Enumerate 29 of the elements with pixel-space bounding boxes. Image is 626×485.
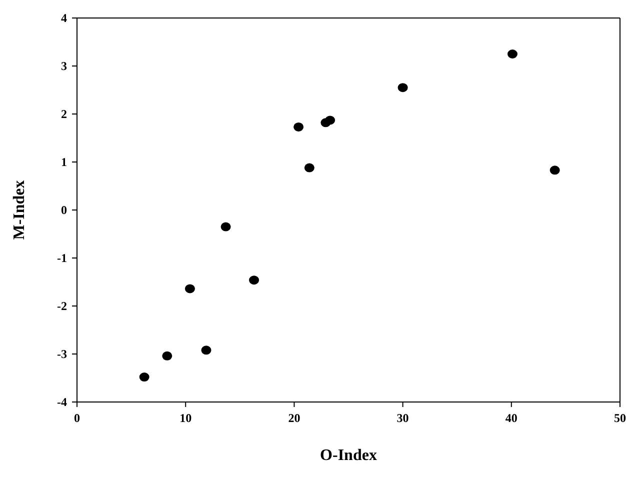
point: [139, 372, 150, 382]
x-tick-label: 40: [505, 411, 518, 425]
point: [294, 122, 304, 132]
point: [249, 276, 260, 285]
x-tick-label: 50: [614, 411, 626, 425]
y-axis-title: M-Index: [11, 180, 28, 240]
x-tick-label: 0: [74, 411, 80, 425]
y-tick-label: 1: [61, 155, 67, 170]
point: [398, 83, 408, 92]
point: [184, 284, 195, 294]
y-tick-label: -4: [57, 395, 67, 410]
y-tick-label: 0: [61, 203, 67, 218]
point: [162, 351, 172, 360]
y-tick-label: 3: [61, 59, 67, 74]
x-tick-label: 10: [180, 411, 192, 425]
y-tick-label: -3: [57, 347, 67, 362]
x-tick-label: 20: [288, 411, 300, 425]
x-axis-title: O-Index: [320, 447, 377, 464]
y-tick-label: 2: [61, 107, 67, 122]
y-tick-label: -1: [57, 251, 67, 266]
point: [201, 346, 212, 355]
point: [550, 166, 560, 175]
x-tick-label: 30: [396, 411, 409, 425]
y-tick-label: -2: [57, 299, 67, 314]
point: [304, 163, 314, 172]
point: [507, 50, 518, 58]
point: [325, 116, 336, 125]
y-tick-label: 4: [61, 11, 67, 26]
point: [220, 222, 231, 232]
